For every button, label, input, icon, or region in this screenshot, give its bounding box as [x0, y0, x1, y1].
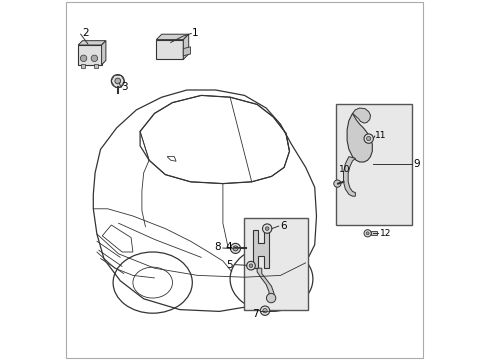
Polygon shape: [257, 268, 273, 299]
Circle shape: [246, 261, 255, 270]
Text: 6: 6: [279, 221, 286, 231]
Circle shape: [363, 134, 373, 143]
Circle shape: [249, 264, 252, 267]
Circle shape: [333, 180, 340, 187]
Bar: [81, 64, 84, 68]
Circle shape: [91, 55, 98, 62]
Text: 1: 1: [192, 28, 199, 39]
Text: 7: 7: [252, 309, 258, 319]
Bar: [94, 64, 98, 68]
Bar: [78, 45, 102, 65]
Circle shape: [262, 224, 271, 233]
Bar: [370, 231, 376, 235]
Circle shape: [366, 136, 370, 141]
Circle shape: [265, 227, 268, 230]
Polygon shape: [156, 34, 188, 40]
Text: 2: 2: [81, 28, 88, 38]
Circle shape: [115, 78, 121, 84]
Text: 10: 10: [338, 165, 349, 174]
Polygon shape: [352, 108, 370, 123]
Circle shape: [366, 232, 368, 235]
Text: 12: 12: [379, 229, 390, 238]
Text: 4: 4: [225, 242, 231, 252]
Circle shape: [111, 75, 124, 87]
Circle shape: [80, 55, 87, 62]
Text: 5: 5: [226, 260, 232, 270]
Bar: [156, 40, 183, 59]
Polygon shape: [78, 41, 106, 45]
Circle shape: [363, 230, 370, 237]
Circle shape: [266, 293, 275, 303]
Polygon shape: [183, 47, 190, 56]
Circle shape: [232, 246, 238, 251]
Circle shape: [260, 306, 269, 315]
Polygon shape: [183, 34, 188, 59]
Circle shape: [230, 243, 240, 253]
Text: 9: 9: [412, 159, 419, 169]
Bar: [336, 104, 411, 225]
Bar: [244, 218, 307, 310]
Polygon shape: [343, 157, 355, 196]
Text: 8: 8: [214, 242, 221, 252]
Polygon shape: [253, 230, 268, 268]
Text: 11: 11: [374, 130, 386, 139]
Circle shape: [263, 309, 266, 313]
Polygon shape: [102, 41, 106, 65]
Polygon shape: [346, 113, 371, 162]
Text: 3: 3: [121, 82, 128, 92]
